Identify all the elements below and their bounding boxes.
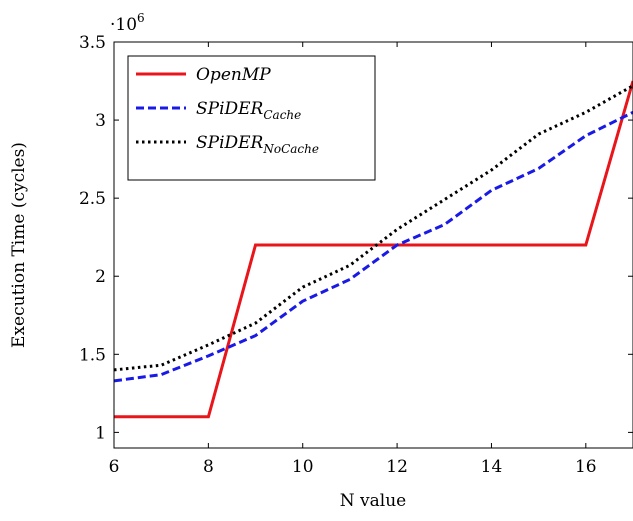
y-tick-label: 2 — [95, 267, 106, 287]
x-tick-label: 16 — [575, 457, 597, 477]
y-axis-label: Execution Time (cycles) — [9, 142, 29, 348]
y-tick-label: 1.5 — [79, 345, 106, 365]
x-axis-label: N value — [340, 491, 406, 511]
x-tick-label: 6 — [109, 457, 120, 477]
x-tick-label: 12 — [386, 457, 408, 477]
series-line-1 — [114, 110, 633, 383]
y-tick-label: 3.5 — [79, 33, 106, 53]
x-tick-label: 8 — [203, 457, 214, 477]
legend-label-2: SPiDERNoCache — [196, 133, 319, 156]
legend-label-1: SPiDERCache — [196, 99, 301, 122]
legend-label-main: OpenMP — [196, 65, 271, 85]
ticks-layer: 6 8 10 12 14 16 1 1.5 2 2.5 3 3.5 — [79, 33, 633, 477]
y-multiplier-exponent: 6 — [137, 11, 145, 25]
x-tick-label: 10 — [292, 457, 314, 477]
legend-label-0: OpenMP — [196, 65, 271, 85]
plot-area-frame — [113, 41, 633, 449]
x-tick-label: 14 — [481, 457, 503, 477]
y-multiplier-label: ·106 — [110, 11, 145, 35]
series-line-0 — [114, 80, 633, 419]
legend-label-main: SPiDER — [196, 133, 264, 153]
legend-label-subscript: NoCache — [262, 142, 319, 156]
legend-box — [127, 55, 376, 181]
legend-label-subscript: Cache — [263, 108, 301, 122]
y-multiplier-base: ·10 — [110, 15, 137, 35]
y-tick-label: 3 — [95, 111, 106, 131]
series-line-2 — [114, 84, 633, 372]
y-tick-label: 1 — [95, 423, 106, 443]
legend-label-main: SPiDER — [196, 99, 264, 119]
series-layer — [114, 80, 633, 419]
y-tick-label: 2.5 — [79, 189, 106, 209]
